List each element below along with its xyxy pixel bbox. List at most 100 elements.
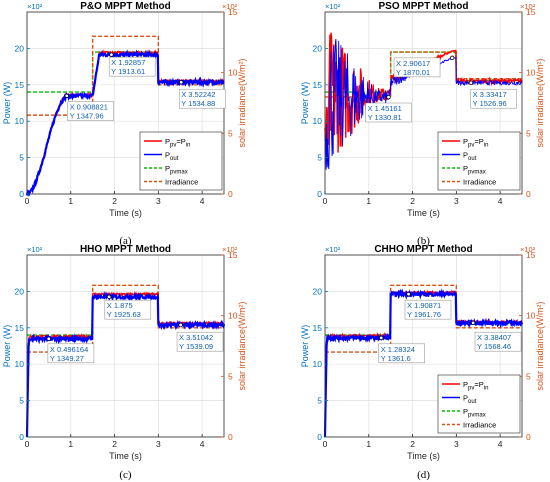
y2-tick-label: 5 [526, 128, 531, 138]
y2-tick-label: 15 [526, 250, 536, 260]
y-tick-label: 0 [19, 189, 24, 199]
datatip-marker [468, 80, 474, 86]
datatip-marker [64, 93, 69, 99]
y2-tick-label: 0 [526, 432, 531, 442]
y-tick-label: 5 [317, 153, 322, 163]
datatip-box [176, 331, 224, 352]
y-tick-label: 20 [15, 43, 25, 53]
datatip-y-value: Y 1361.6 [381, 354, 411, 363]
y-exponent: ×10² [325, 245, 341, 254]
datatip-y-value: Y 1347.96 [70, 112, 104, 121]
datatip-marker [46, 336, 51, 341]
y-tick-label: 10 [313, 116, 323, 126]
x-tick-label: 2 [410, 439, 415, 449]
x-tick-label: 3 [454, 196, 459, 206]
y-tick-label: 15 [313, 323, 323, 333]
x-tick-label: 4 [498, 439, 503, 449]
plot-frame [26, 254, 225, 438]
series-pout-line [25, 49, 225, 197]
y2-exponent: ×10² [222, 2, 238, 11]
plot-frame [324, 254, 523, 438]
datatip-marker [386, 94, 391, 100]
datatip-x-value: X 3.38407 [477, 333, 511, 342]
datatip-y-value: Y 1913.61 [111, 67, 145, 76]
y-axis-label: Power (W) [2, 325, 12, 368]
y-tick-label: 10 [15, 359, 25, 369]
datatip-box [470, 88, 517, 109]
datatip-box [178, 88, 226, 109]
datatip-x-value: X 3.51042 [179, 333, 213, 342]
y2-tick-label: 10 [228, 311, 238, 321]
datatip-x-value: X 1.28324 [381, 345, 415, 354]
datatip-box [104, 299, 152, 320]
x-tick-label: 0 [25, 196, 30, 206]
datatip-x-value: X 1.92857 [111, 58, 145, 67]
datatip-y-value: Y 1961.76 [407, 310, 441, 319]
x-tick-label: 3 [454, 439, 459, 449]
y2-tick-label: 10 [228, 68, 238, 78]
y-tick-label: 20 [313, 43, 323, 53]
x-tick-label: 2 [112, 196, 117, 206]
x-tick-label: 3 [156, 196, 161, 206]
y-tick-label: 0 [317, 432, 322, 442]
legend-entry: Pout [463, 151, 477, 163]
y2-tick-label: 5 [526, 371, 531, 381]
y2-tick-label: 5 [228, 371, 233, 381]
x-tick-label: 4 [200, 439, 205, 449]
datatip-x-value: X 1.875 [107, 301, 133, 310]
y2-tick-label: 5 [228, 128, 233, 138]
subfigure-caption: (a) [119, 235, 132, 247]
chart-title: P&O MPPT Method [80, 1, 171, 12]
y-tick-label: 15 [15, 80, 25, 90]
datatip-y-value: Y 1925.63 [107, 310, 141, 319]
x-axis-label: Time (s) [407, 451, 440, 461]
y2-tick-label: 15 [228, 7, 238, 17]
datatip-marker [406, 291, 411, 297]
y2-exponent: ×10² [520, 2, 536, 11]
legend-entry: Ppvmax [165, 164, 188, 176]
y2-exponent: ×10² [520, 245, 536, 254]
y-exponent: ×10² [27, 245, 43, 254]
subfigure-caption: (c) [119, 469, 132, 481]
y-tick-label: 5 [317, 396, 322, 406]
y2-tick-label: 15 [228, 250, 238, 260]
y-tick-label: 10 [313, 359, 323, 369]
x-tick-label: 0 [323, 196, 328, 206]
x-axis-label: Time (s) [407, 208, 440, 218]
datatip-x-value: X 3.52242 [181, 90, 215, 99]
y-tick-label: 0 [317, 189, 322, 199]
datatip-box [378, 343, 425, 364]
y2-axis-label: solar irradiance(W/m²) [535, 301, 545, 390]
legend-entry: Ppvmax [463, 407, 486, 419]
y2-axis-label: solar irradiance(W/m²) [237, 58, 247, 147]
datatip-y-value: Y 1870.01 [396, 68, 430, 77]
y-tick-label: 0 [19, 432, 24, 442]
legend-entry: Pout [463, 394, 477, 406]
x-tick-label: 1 [68, 196, 73, 206]
datatip-marker [450, 55, 455, 61]
x-tick-label: 1 [366, 196, 371, 206]
x-tick-label: 3 [156, 439, 161, 449]
chart-title: PSO MPPT Method [379, 1, 469, 12]
y-tick-label: 20 [15, 286, 25, 296]
datatip-marker [109, 52, 114, 57]
y-tick-label: 15 [15, 323, 25, 333]
series-pout-line [25, 291, 226, 438]
y2-tick-label: 0 [526, 189, 531, 199]
subfigure-caption: (b) [417, 235, 430, 247]
datatip-y-value: Y 1534.88 [181, 99, 215, 108]
